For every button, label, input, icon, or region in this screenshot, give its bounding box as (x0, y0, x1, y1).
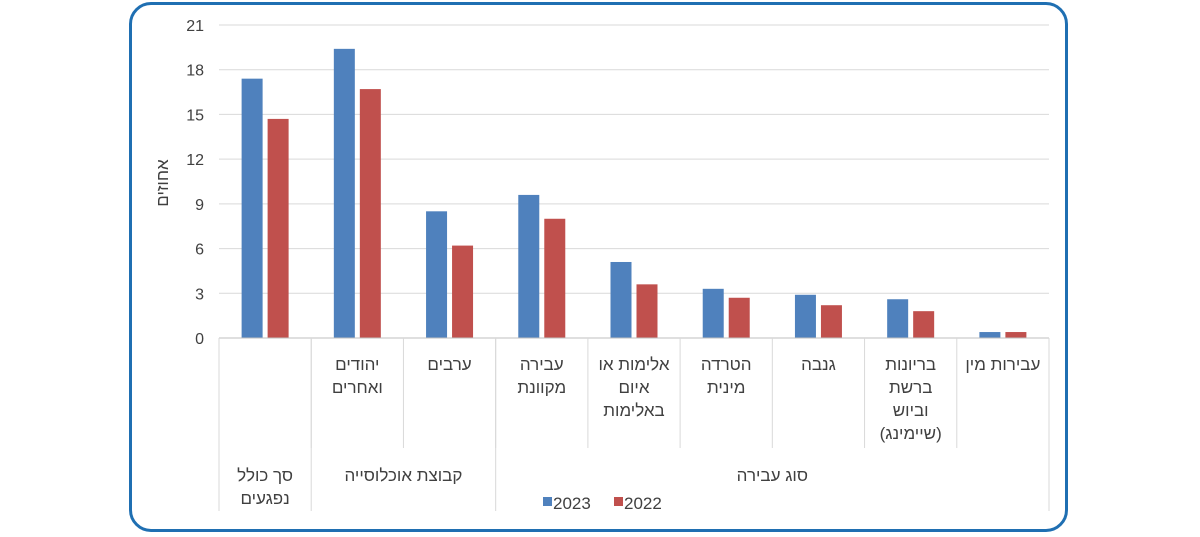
y-tick-label: 18 (186, 63, 204, 80)
bar-2022-1 (359, 89, 381, 338)
bar-2022-7 (913, 311, 935, 338)
bar-2023-0 (241, 78, 263, 339)
group-label: נפגעים (240, 489, 289, 508)
bar-2023-3 (518, 194, 540, 338)
bar-2023-5 (702, 288, 724, 338)
category-label: בריונות (885, 355, 936, 374)
y-tick-label: 0 (195, 331, 204, 348)
category-label: מינית (707, 378, 746, 397)
category-label: ערבים (427, 355, 471, 374)
category-label: וביוש (893, 401, 929, 420)
category-label: איום (618, 378, 649, 397)
bar-2022-8 (1005, 332, 1027, 338)
bar-2023-8 (979, 332, 1001, 338)
y-tick-label: 6 (195, 242, 204, 259)
bar-2022-5 (728, 297, 750, 338)
category-label: עבירה (520, 355, 564, 374)
bar-2022-2 (452, 245, 474, 338)
category-label: באלימות (603, 401, 664, 420)
legend-label-2023: 2023 (553, 494, 591, 513)
group-label: סוג עבירה (737, 466, 808, 485)
y-tick-label: 15 (186, 107, 204, 124)
category-label: יהודים (335, 355, 379, 374)
y-tick-label: 9 (195, 197, 204, 214)
category-label: הטרדה (701, 355, 752, 374)
bar-2022-3 (544, 218, 566, 338)
bars (241, 48, 1027, 339)
bar-2022-6 (820, 305, 842, 338)
category-label: גנבה (801, 355, 836, 374)
y-tick-labels: 0 3 6 9 12 15 18 21 (186, 18, 204, 348)
bar-2023-4 (610, 261, 632, 338)
bar-2022-4 (636, 284, 658, 338)
category-label: (שיימינג) (880, 424, 942, 443)
legend-label-2022: 2022 (624, 494, 662, 513)
y-tick-label: 21 (186, 18, 204, 35)
group-label: סך כולל (237, 466, 293, 485)
legend: 2023 2022 (543, 494, 662, 513)
y-tick-label: 3 (195, 286, 204, 303)
bar-2023-7 (887, 299, 909, 338)
category-label: ברשת (889, 378, 932, 397)
bar-2023-6 (794, 294, 816, 338)
category-label: ואחרים (332, 378, 383, 397)
x-axis: יהודים ואחרים ערבים עבירה מקוונת אלימות או איו… (218, 337, 1050, 511)
bar-2023-1 (333, 48, 355, 338)
bar-2023-2 (426, 211, 448, 338)
category-label: מקוונת (517, 378, 566, 397)
legend-swatch-2022 (614, 497, 623, 506)
category-label: אלימות או (598, 355, 669, 374)
category-label: עבירות מין (965, 355, 1040, 374)
y-tick-label: 12 (186, 152, 204, 169)
y-axis-label: אחוזים (153, 159, 172, 207)
bar-2022-0 (267, 118, 289, 339)
group-label: קבוצת אוכלוסייה (345, 466, 463, 485)
legend-swatch-2023 (543, 497, 552, 506)
